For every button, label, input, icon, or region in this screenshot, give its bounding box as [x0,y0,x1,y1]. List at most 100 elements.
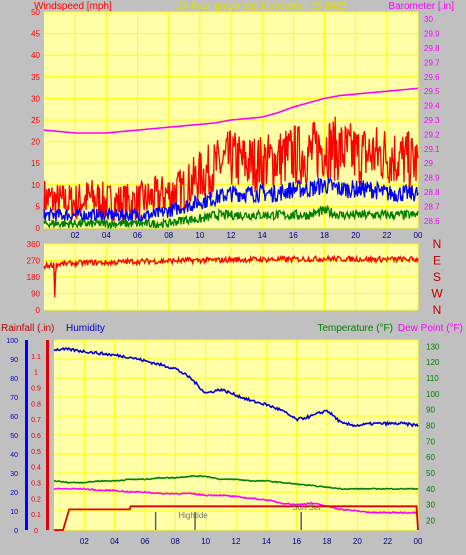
x-tick-label: 12 [232,537,241,546]
y-tick-barometer: 29 [424,159,433,168]
date-title: 24 hour graph day November 15 2025 [177,1,346,12]
compass-label: W [431,287,443,301]
y-tick-temperature: 40 [426,485,435,494]
x-tick-label: 08 [171,537,180,546]
y-tick-humidity: 50 [10,433,18,440]
y-tick-barometer: 29.4 [424,102,440,111]
y-tick-temperature: 110 [426,374,439,383]
y-tick-direction: 0 [36,306,41,315]
x-tick-label: 14 [262,537,271,546]
y-tick-barometer: 29.6 [424,73,440,82]
y-tick-barometer: 29.8 [424,44,440,53]
y-tick-rain: 0.6 [31,433,41,440]
y-tick-temperature: 70 [426,437,435,446]
y-tick-wind: 40 [31,51,40,60]
y-tick-barometer: 29.3 [424,116,440,125]
y-tick-humidity: 10 [10,509,18,516]
y-tick-rain: 0.2 [31,496,41,503]
y-tick-wind: 0 [36,224,41,233]
compass-label: E [433,254,441,268]
y-tick-wind: 25 [31,116,40,125]
x-tick-label: 06 [133,231,142,240]
compass-label: N [433,237,442,251]
x-tick-label: 20 [353,537,362,546]
y-tick-barometer: 29.7 [424,58,440,67]
y-tick-humidity: 100 [6,338,18,345]
y-tick-wind: 10 [31,181,40,190]
y-tick-barometer: 28.6 [424,217,440,226]
humidity-label: Humidity [66,323,105,334]
y-tick-direction: 270 [27,257,41,266]
y-tick-temperature: 80 [426,422,435,431]
y-tick-temperature: 100 [426,390,440,399]
hightide-label: Hightide [178,511,208,520]
y-tick-humidity: 20 [10,490,18,497]
y-tick-wind: 15 [31,159,40,168]
y-tick-temperature: 20 [426,517,435,526]
temperature-line [53,474,419,491]
y-tick-humidity: 40 [10,452,18,459]
y-tick-barometer: 30 [424,15,433,24]
y-tick-temperature: 120 [426,358,440,367]
y-tick-rain: 0.8 [31,401,41,408]
rainfall-label: Rainfall (.in) [1,323,54,334]
x-tick-label: 06 [141,537,150,546]
y-tick-wind: 20 [31,138,40,147]
y-tick-humidity: 0 [14,528,18,535]
y-tick-rain: 1.1 [31,354,41,361]
rain-scale-bar [46,340,49,530]
x-tick-label: 00 [414,231,423,240]
y-tick-humidity: 70 [10,395,18,402]
x-tick-label: 14 [258,231,267,240]
y-tick-rain: 0.5 [31,449,41,456]
y-tick-wind: 5 [36,202,41,211]
x-tick-label: 04 [102,231,111,240]
y-tick-humidity: 90 [10,357,18,364]
barometer-line [43,87,419,134]
humidity-line [53,346,419,428]
dewpoint-label: Dew Point (°F) [398,323,463,334]
y-tick-barometer: 28.7 [424,202,440,211]
y-tick-direction: 360 [27,240,41,249]
x-tick-label: 10 [201,537,210,546]
y-tick-temperature: 90 [426,406,435,415]
avg-wind-line [43,177,419,225]
barometer-label: Barometer [.in] [388,1,454,12]
y-tick-barometer: 29.2 [424,130,440,139]
x-tick-label: 02 [71,231,80,240]
x-tick-label: 16 [289,231,298,240]
direction-line [43,254,419,298]
y-tick-barometer: 28.8 [424,188,440,197]
y-tick-direction: 180 [27,273,41,282]
y-tick-temperature: 30 [426,501,435,510]
x-tick-label: 12 [227,231,236,240]
y-tick-direction: 90 [31,290,40,299]
min-wind-line [43,204,419,230]
y-tick-rain: 0.9 [31,386,41,393]
x-tick-label: 08 [164,231,173,240]
y-tick-wind: 30 [31,94,40,103]
y-tick-rain: 0 [34,528,38,535]
y-tick-temperature: 130 [426,342,440,351]
x-tick-label: 10 [195,231,204,240]
y-tick-barometer: 29.1 [424,145,440,154]
rainfall-line [54,505,419,531]
x-tick-label: 16 [292,537,301,546]
x-tick-label: 02 [80,537,89,546]
x-tick-label: 20 [351,231,360,240]
y-tick-temperature: 50 [426,469,435,478]
humidity-scale-bar [25,340,28,530]
dewpoint-line [53,487,419,515]
compass-label: N [433,303,442,317]
gust-line [43,116,419,222]
y-tick-wind: 50 [31,8,40,17]
y-tick-temperature: 60 [426,453,435,462]
y-tick-rain: 1 [34,370,38,377]
y-tick-humidity: 30 [10,471,18,478]
compass-label: S [433,270,441,284]
x-tick-label: 22 [383,537,392,546]
x-tick-label: 18 [323,537,332,546]
x-tick-label: 04 [110,537,119,546]
y-tick-wind: 45 [31,30,40,39]
